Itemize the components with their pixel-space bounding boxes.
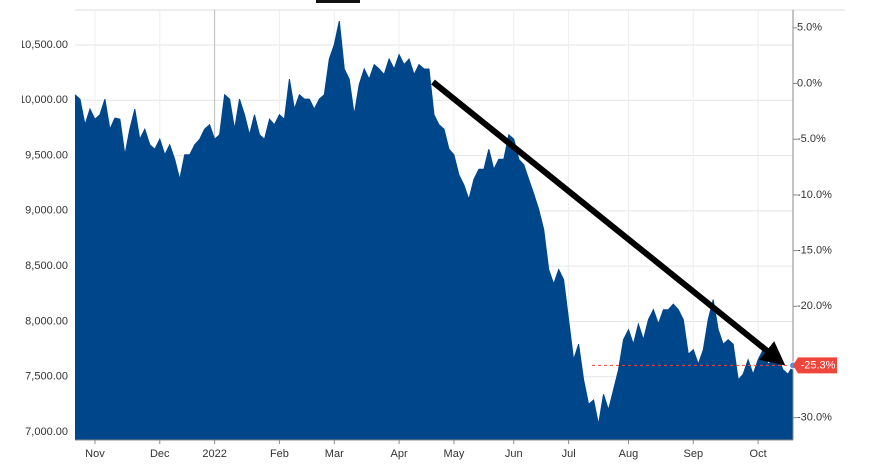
y-tick-label: 9,500.00 xyxy=(25,149,68,161)
x-tick-label: Dec xyxy=(150,448,170,460)
y-tick-label: 10,000.00 xyxy=(19,94,68,106)
x-tick-label: Mar xyxy=(325,448,344,460)
legend-fragment xyxy=(316,0,360,3)
y-tick-label: 8,500.00 xyxy=(25,260,68,272)
area-line xyxy=(74,20,794,425)
x-tick-label: Feb xyxy=(270,448,289,460)
y2-tick-label: -20.0% xyxy=(797,300,832,312)
y2-tick-label: -30.0% xyxy=(797,412,832,424)
y-tick-label: 10,500.00 xyxy=(19,39,68,51)
y2-tick-label: 5.0% xyxy=(797,22,822,34)
end-label-box xyxy=(793,357,837,374)
y-tick-label: 7,000.00 xyxy=(25,426,68,438)
x-tick-label: Apr xyxy=(391,448,408,460)
y-tick-label: 7,500.00 xyxy=(25,371,68,383)
y2-tick-label: 0.0% xyxy=(797,77,822,89)
y2-tick-label: -5.0% xyxy=(797,133,826,145)
end-label: -25.3% xyxy=(801,359,836,371)
y2-tick-label: -15.0% xyxy=(797,245,832,257)
x-tick-label: Jul xyxy=(562,448,576,460)
x-tick-label: Oct xyxy=(750,448,767,460)
trend-arrow xyxy=(431,79,786,366)
x-tick-label: Aug xyxy=(619,448,639,460)
x-tick-label: Nov xyxy=(85,448,105,460)
area-fill xyxy=(75,21,793,440)
y-tick-label: 8,000.00 xyxy=(25,315,68,327)
x-tick-label: May xyxy=(444,448,465,460)
y2-tick-label: -10.0% xyxy=(797,189,832,201)
x-tick-label: Sep xyxy=(683,448,703,460)
left-axis: 7,000.00 7,500.00 8,000.00 8,500.00 9,000.00… xyxy=(19,39,68,438)
y-tick-label: 9,000.00 xyxy=(25,205,68,217)
x-tick-label: Jun xyxy=(505,448,523,460)
x-tick-label: 2022 xyxy=(202,448,226,460)
